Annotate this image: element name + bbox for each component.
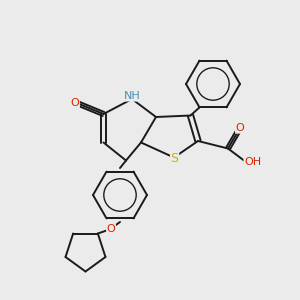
Text: O: O [106, 224, 116, 234]
Text: NH: NH [124, 91, 140, 101]
Text: O: O [236, 123, 244, 133]
Text: S: S [171, 152, 178, 165]
Text: OH: OH [244, 157, 261, 167]
Text: O: O [70, 98, 80, 109]
